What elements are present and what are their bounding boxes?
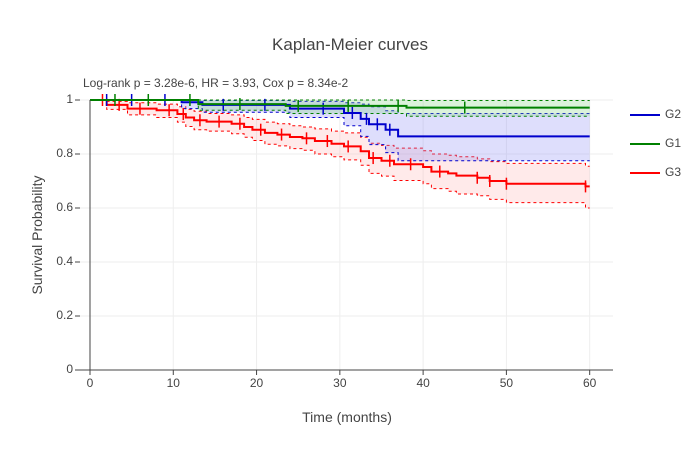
g3-ci-lower	[90, 99, 590, 209]
g1-legend-label[interactable]: G1	[665, 136, 681, 150]
g2-ci-band	[90, 100, 590, 161]
g2-ci-lower	[90, 99, 590, 162]
x-tick-label: 20	[250, 376, 264, 390]
x-tick-label: 30	[333, 376, 347, 390]
survival-lines	[90, 94, 590, 193]
y-axis-title: Survival Probability	[29, 175, 45, 294]
g1-survival-line[interactable]	[90, 99, 590, 109]
g3-ci-band	[90, 100, 590, 208]
x-tick-label: 50	[500, 376, 514, 390]
x-tick-label: 40	[416, 376, 430, 390]
y-tick-label: 0.6	[56, 200, 73, 214]
y-tick-label: 1	[66, 92, 73, 106]
axes: 0 10 20 30 40 50 60 0 0.2 0.4 0.6 0.8 1	[56, 92, 613, 390]
x-tick-label: 10	[167, 376, 181, 390]
x-tick-label: 0	[87, 376, 94, 390]
x-tick-label: 60	[583, 376, 597, 390]
y-tick-label: 0.2	[56, 308, 73, 322]
chart-title: Kaplan-Meier curves	[272, 35, 428, 54]
y-tick-label: 0.4	[56, 254, 73, 268]
y-tick-label: 0.8	[56, 146, 73, 160]
g3-legend-label[interactable]: G3	[665, 165, 681, 179]
g3-survival-line[interactable]	[90, 99, 590, 188]
legend[interactable]: G2 G1 G3	[630, 107, 681, 179]
y-tick-label: 0	[66, 362, 73, 376]
g2-legend-label[interactable]: G2	[665, 107, 681, 121]
x-axis-title: Time (months)	[302, 409, 392, 425]
chart-subtitle: Log-rank p = 3.28e-6, HR = 3.93, Cox p =…	[83, 76, 348, 90]
